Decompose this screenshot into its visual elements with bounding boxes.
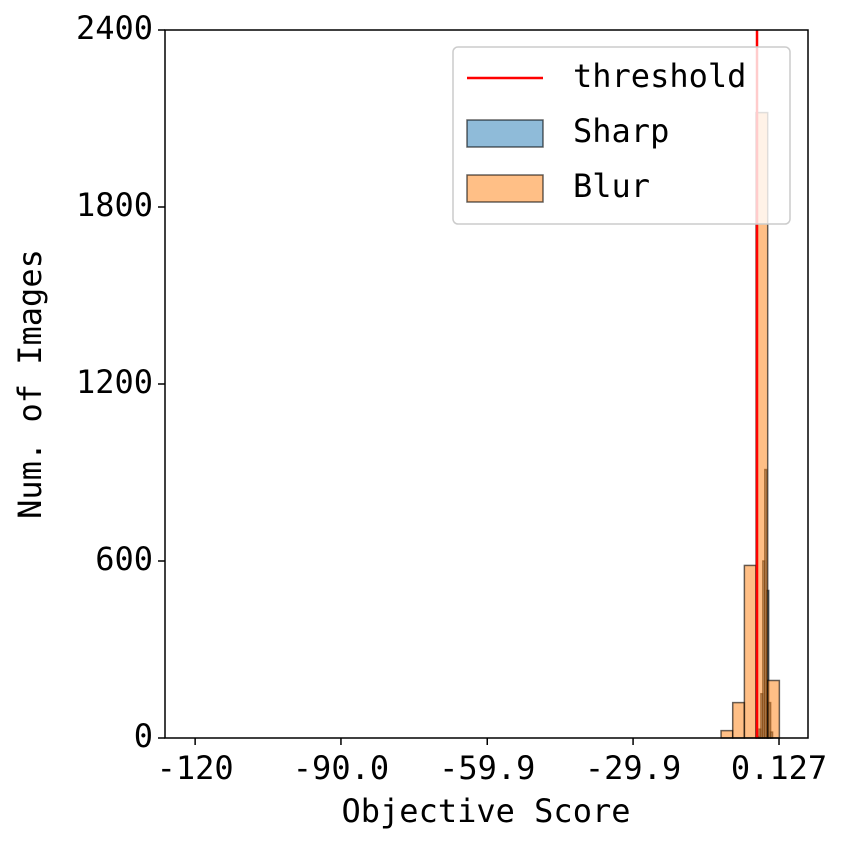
y-tick-label: 2400 <box>76 9 153 47</box>
legend-label: threshold <box>573 57 746 95</box>
legend-label: Sharp <box>573 112 669 150</box>
x-axis-label: Objective Score <box>342 792 631 830</box>
x-tick-label: -90.0 <box>293 749 389 787</box>
y-tick-label: 0 <box>134 717 153 755</box>
y-axis-label: Num. of Images <box>11 249 49 519</box>
histogram-bar <box>766 679 781 739</box>
legend-swatch <box>466 174 544 203</box>
x-tick-label: -59.9 <box>439 749 535 787</box>
legend-swatch <box>466 119 544 148</box>
histogram-bar <box>743 564 757 739</box>
x-tick-label: -29.9 <box>585 749 681 787</box>
histogram-bar <box>731 701 746 739</box>
y-tick-label: 600 <box>95 540 153 578</box>
y-tick-label: 1800 <box>76 186 153 224</box>
histogram-bar <box>720 729 734 739</box>
legend-label: Blur <box>573 167 650 205</box>
y-tick-label: 1200 <box>76 363 153 401</box>
x-tick-label: 0.127 <box>731 749 827 787</box>
x-tick-label: -120 <box>157 749 234 787</box>
